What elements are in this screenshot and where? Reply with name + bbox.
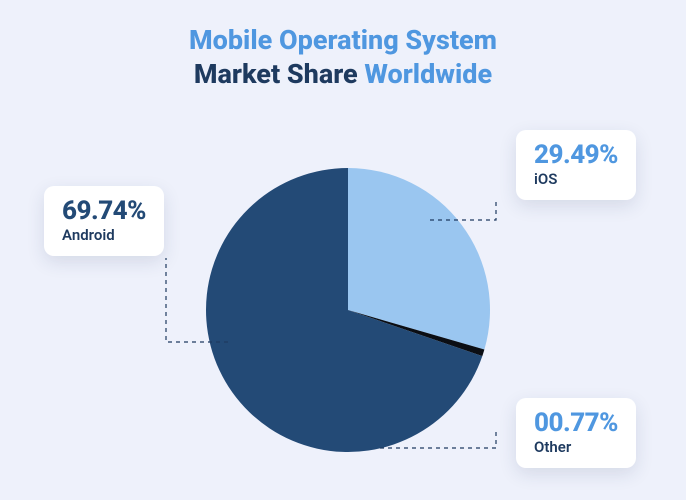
callout-other: 00.77%Other [516,398,636,468]
callout-label-ios: iOS [534,170,618,188]
callout-android: 69.74%Android [44,186,164,256]
callout-pct-other: 00.77% [534,408,618,438]
callout-pct-android: 69.74% [62,196,146,226]
callout-label-android: Android [62,226,146,244]
callout-label-other: Other [534,438,618,456]
chart-canvas: Mobile Operating System Market Share Wor… [0,0,686,500]
callout-pct-ios: 29.49% [534,140,618,170]
callout-ios: 29.49%iOS [516,130,636,200]
